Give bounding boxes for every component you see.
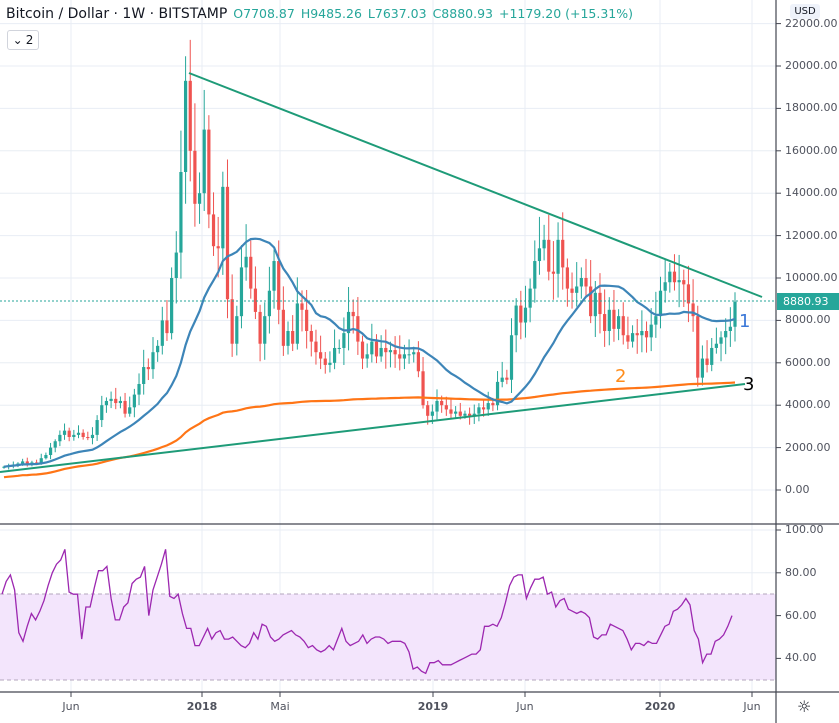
- current-price-label: 8880.93: [777, 293, 839, 310]
- price-tick-label: 10000.00: [785, 271, 838, 284]
- annotation-label-1[interactable]: 1: [739, 311, 751, 332]
- open-value: O7708.87: [233, 6, 295, 21]
- currency-badge[interactable]: USD: [790, 4, 820, 19]
- ascending-trendline[interactable]: [0, 383, 746, 473]
- price-tick-label: 14000.00: [785, 186, 838, 200]
- rsi-tick-label: 100.00: [785, 523, 824, 536]
- high-value: H9485.26: [300, 6, 362, 21]
- annotation-label-3[interactable]: 3: [743, 374, 755, 395]
- rsi-band: [0, 594, 776, 680]
- time-tick-label: 2018: [186, 700, 218, 713]
- time-tick-label: 2020: [644, 700, 676, 713]
- ohlc-values: O7708.87 H9485.26 L7637.03 C8880.93 +1179.20…: [233, 6, 639, 21]
- ma-fast-line: [3, 237, 736, 468]
- annotation-label-2[interactable]: 2: [615, 366, 627, 387]
- rsi-tick-label: 40.00: [785, 651, 817, 665]
- symbol-legend: Bitcoin / Dollar · 1W · BITSTAMP O7708.8…: [6, 6, 639, 22]
- grid-lines: [0, 0, 776, 692]
- indicator-count: 2: [25, 33, 34, 47]
- price-tick-label: 12000.00: [785, 228, 838, 242]
- time-tick-label: Jun: [516, 700, 534, 713]
- time-tick-label: Mai: [270, 700, 290, 713]
- price-tick-label: 4000.00: [785, 398, 831, 412]
- symbol-title[interactable]: Bitcoin / Dollar · 1W · BITSTAMP: [6, 6, 228, 22]
- change-value: +1179.20 (+15.31%): [498, 6, 634, 21]
- price-tick-label: 16000.00: [785, 143, 838, 157]
- rsi-line: [1, 549, 733, 675]
- time-tick-label: Jun: [62, 700, 80, 713]
- descending-trendline[interactable]: [188, 72, 763, 298]
- axis-ticks: [70, 23, 781, 697]
- price-tick-label: 22000.00: [785, 16, 838, 30]
- close-value: C8880.93: [432, 6, 493, 21]
- price-tick-label: 6000.00: [785, 355, 831, 369]
- settings-gear-icon[interactable]: ☼: [797, 697, 812, 716]
- price-tick-label: 2000.00: [785, 440, 831, 454]
- low-value: L7637.03: [367, 6, 427, 21]
- ma-slow-line: [3, 381, 736, 479]
- time-tick-label: Jun: [743, 700, 761, 713]
- chevron-down-icon: ⌄: [12, 33, 23, 47]
- rsi-tick-label: 60.00: [785, 608, 817, 622]
- rsi-tick-label: 80.00: [785, 565, 817, 579]
- price-tick-label: 8000.00: [785, 313, 831, 327]
- price-tick-label: 18000.00: [785, 101, 838, 115]
- price-tick-label: 0.00: [785, 483, 810, 496]
- time-tick-label: 2019: [417, 700, 449, 713]
- indicators-collapse-button[interactable]: ⌄ 2: [7, 30, 39, 50]
- price-tick-label: 20000.00: [785, 59, 838, 72]
